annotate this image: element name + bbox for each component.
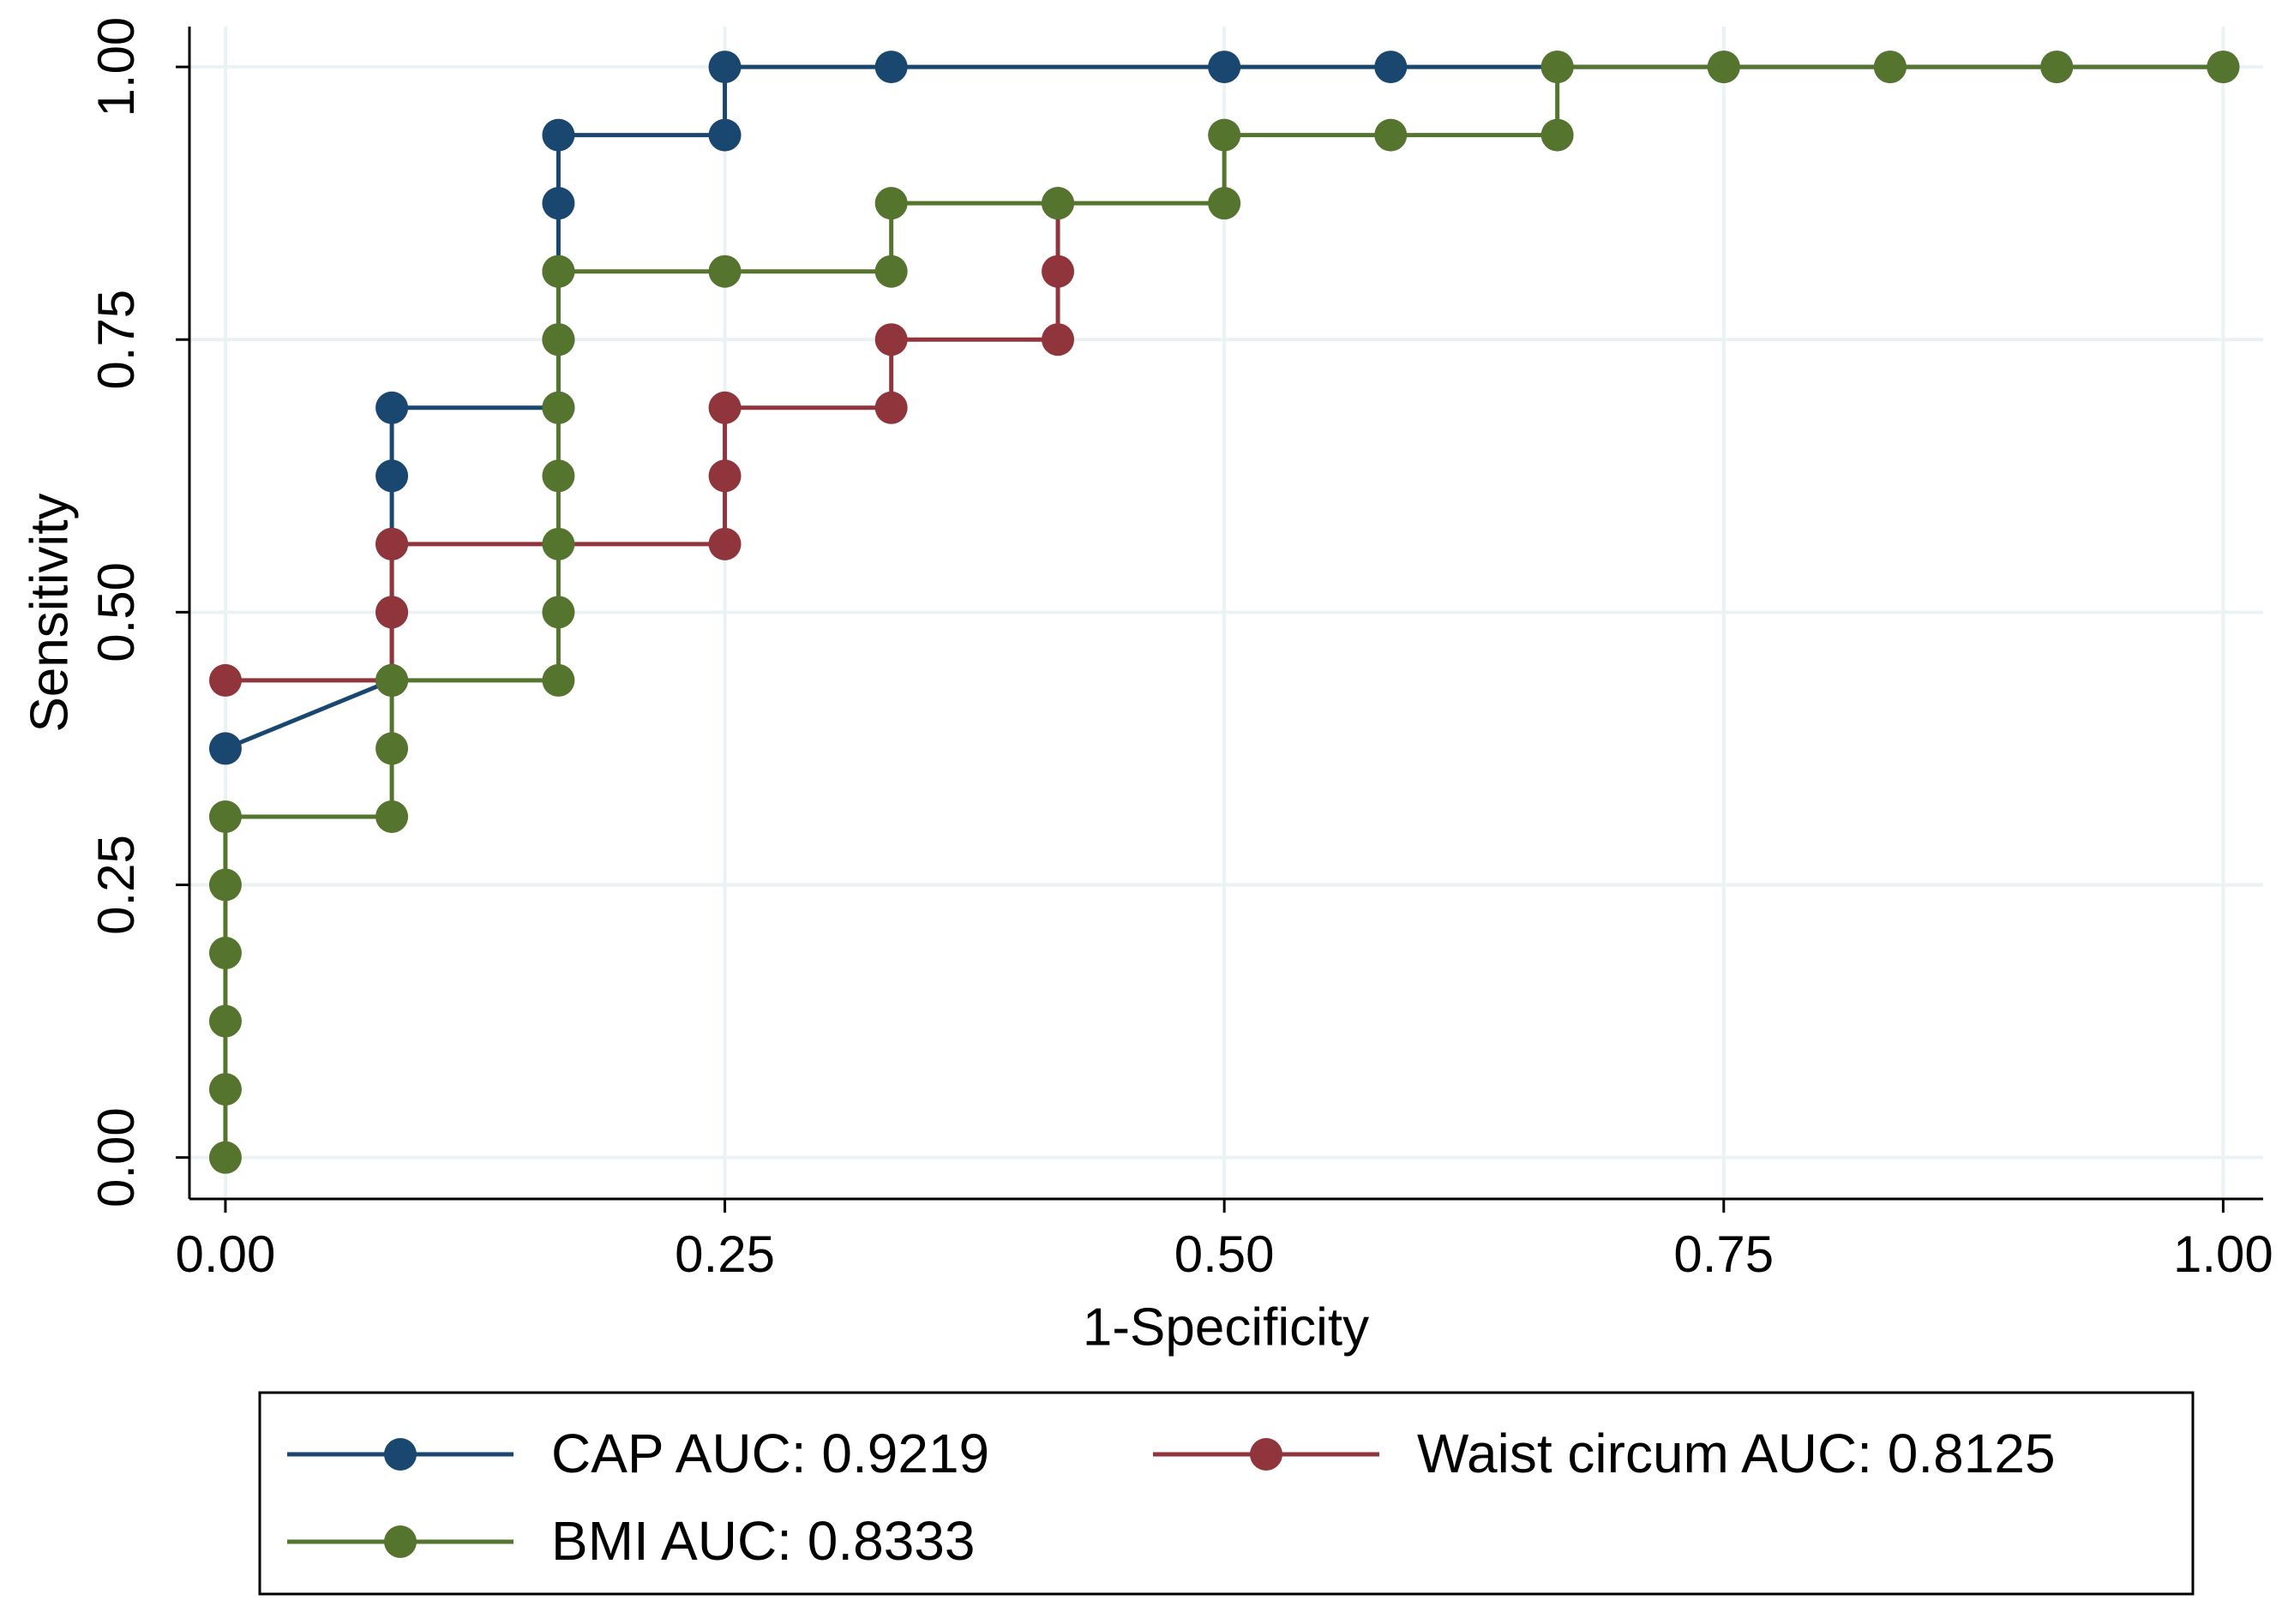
data-point (2207, 51, 2240, 84)
data-point (375, 732, 409, 765)
data-point (874, 391, 908, 424)
data-point (375, 459, 409, 493)
data-point (708, 118, 742, 152)
x-tick-label: 1.00 (2173, 1225, 2273, 1283)
data-point (1873, 51, 1907, 84)
data-point (375, 391, 409, 424)
legend-marker (1250, 1438, 1282, 1471)
data-point (708, 527, 742, 560)
data-point (208, 800, 242, 833)
x-tick-label: 0.75 (1673, 1225, 1774, 1283)
data-point (542, 527, 575, 560)
data-point (1208, 51, 1241, 84)
data-point (542, 391, 575, 424)
x-tick-label: 0.50 (1174, 1225, 1275, 1283)
legend-label: BMI AUC: 0.8333 (551, 1510, 975, 1572)
data-point (542, 323, 575, 357)
x-axis-title: 1-Specificity (1083, 1297, 1369, 1357)
axes: 0.00 0.25 0.50 0.75 1.00 0.00 0.25 0.50 0.75 1.00 (87, 17, 2273, 1283)
data-point (208, 937, 242, 970)
data-point (375, 663, 409, 697)
data-point (708, 391, 742, 424)
y-axis-title: Sensitivity (20, 493, 79, 732)
legend-marker (384, 1438, 417, 1471)
legend-marker (384, 1525, 417, 1558)
data-point (208, 663, 242, 697)
data-point (208, 1141, 242, 1174)
data-point (708, 255, 742, 288)
data-point (542, 187, 575, 220)
data-point (1540, 118, 1574, 152)
x-tick-label: 0.00 (176, 1225, 276, 1283)
plot-area (208, 51, 2240, 1174)
data-point (375, 800, 409, 833)
data-point (542, 118, 575, 152)
data-point (1374, 118, 1408, 152)
y-tick-label: 0.75 (87, 290, 145, 390)
legend: CAP AUC: 0.9219 Waist circum AUC: 0.8125 B… (287, 1423, 2056, 1572)
data-point (1208, 118, 1241, 152)
y-tick-label: 0.50 (87, 562, 145, 662)
data-point (542, 459, 575, 493)
data-point (208, 1073, 242, 1106)
data-point (1208, 187, 1241, 220)
data-point (1042, 255, 1075, 288)
data-point (874, 187, 908, 220)
legend-box (258, 1391, 2195, 1596)
y-tick-label: 0.25 (87, 835, 145, 935)
data-point (542, 596, 575, 629)
data-point (1042, 323, 1075, 357)
data-point (208, 868, 242, 902)
data-point (2040, 51, 2074, 84)
data-point (542, 255, 575, 288)
data-point (375, 527, 409, 560)
x-tick-label: 0.25 (675, 1225, 775, 1283)
data-point (375, 596, 409, 629)
data-point (1540, 51, 1574, 84)
data-point (208, 732, 242, 765)
data-point (708, 459, 742, 493)
data-point (208, 1004, 242, 1038)
data-point (1374, 51, 1408, 84)
y-tick-label: 1.00 (87, 17, 145, 117)
data-point (1707, 51, 1740, 84)
legend-label: Waist circum AUC: 0.8125 (1417, 1423, 2056, 1484)
data-point (874, 255, 908, 288)
data-point (708, 51, 742, 84)
data-point (874, 51, 908, 84)
data-point (1042, 187, 1075, 220)
data-point (874, 323, 908, 357)
y-tick-label: 0.00 (87, 1107, 145, 1208)
legend-label: CAP AUC: 0.9219 (551, 1423, 989, 1484)
data-point (542, 663, 575, 697)
